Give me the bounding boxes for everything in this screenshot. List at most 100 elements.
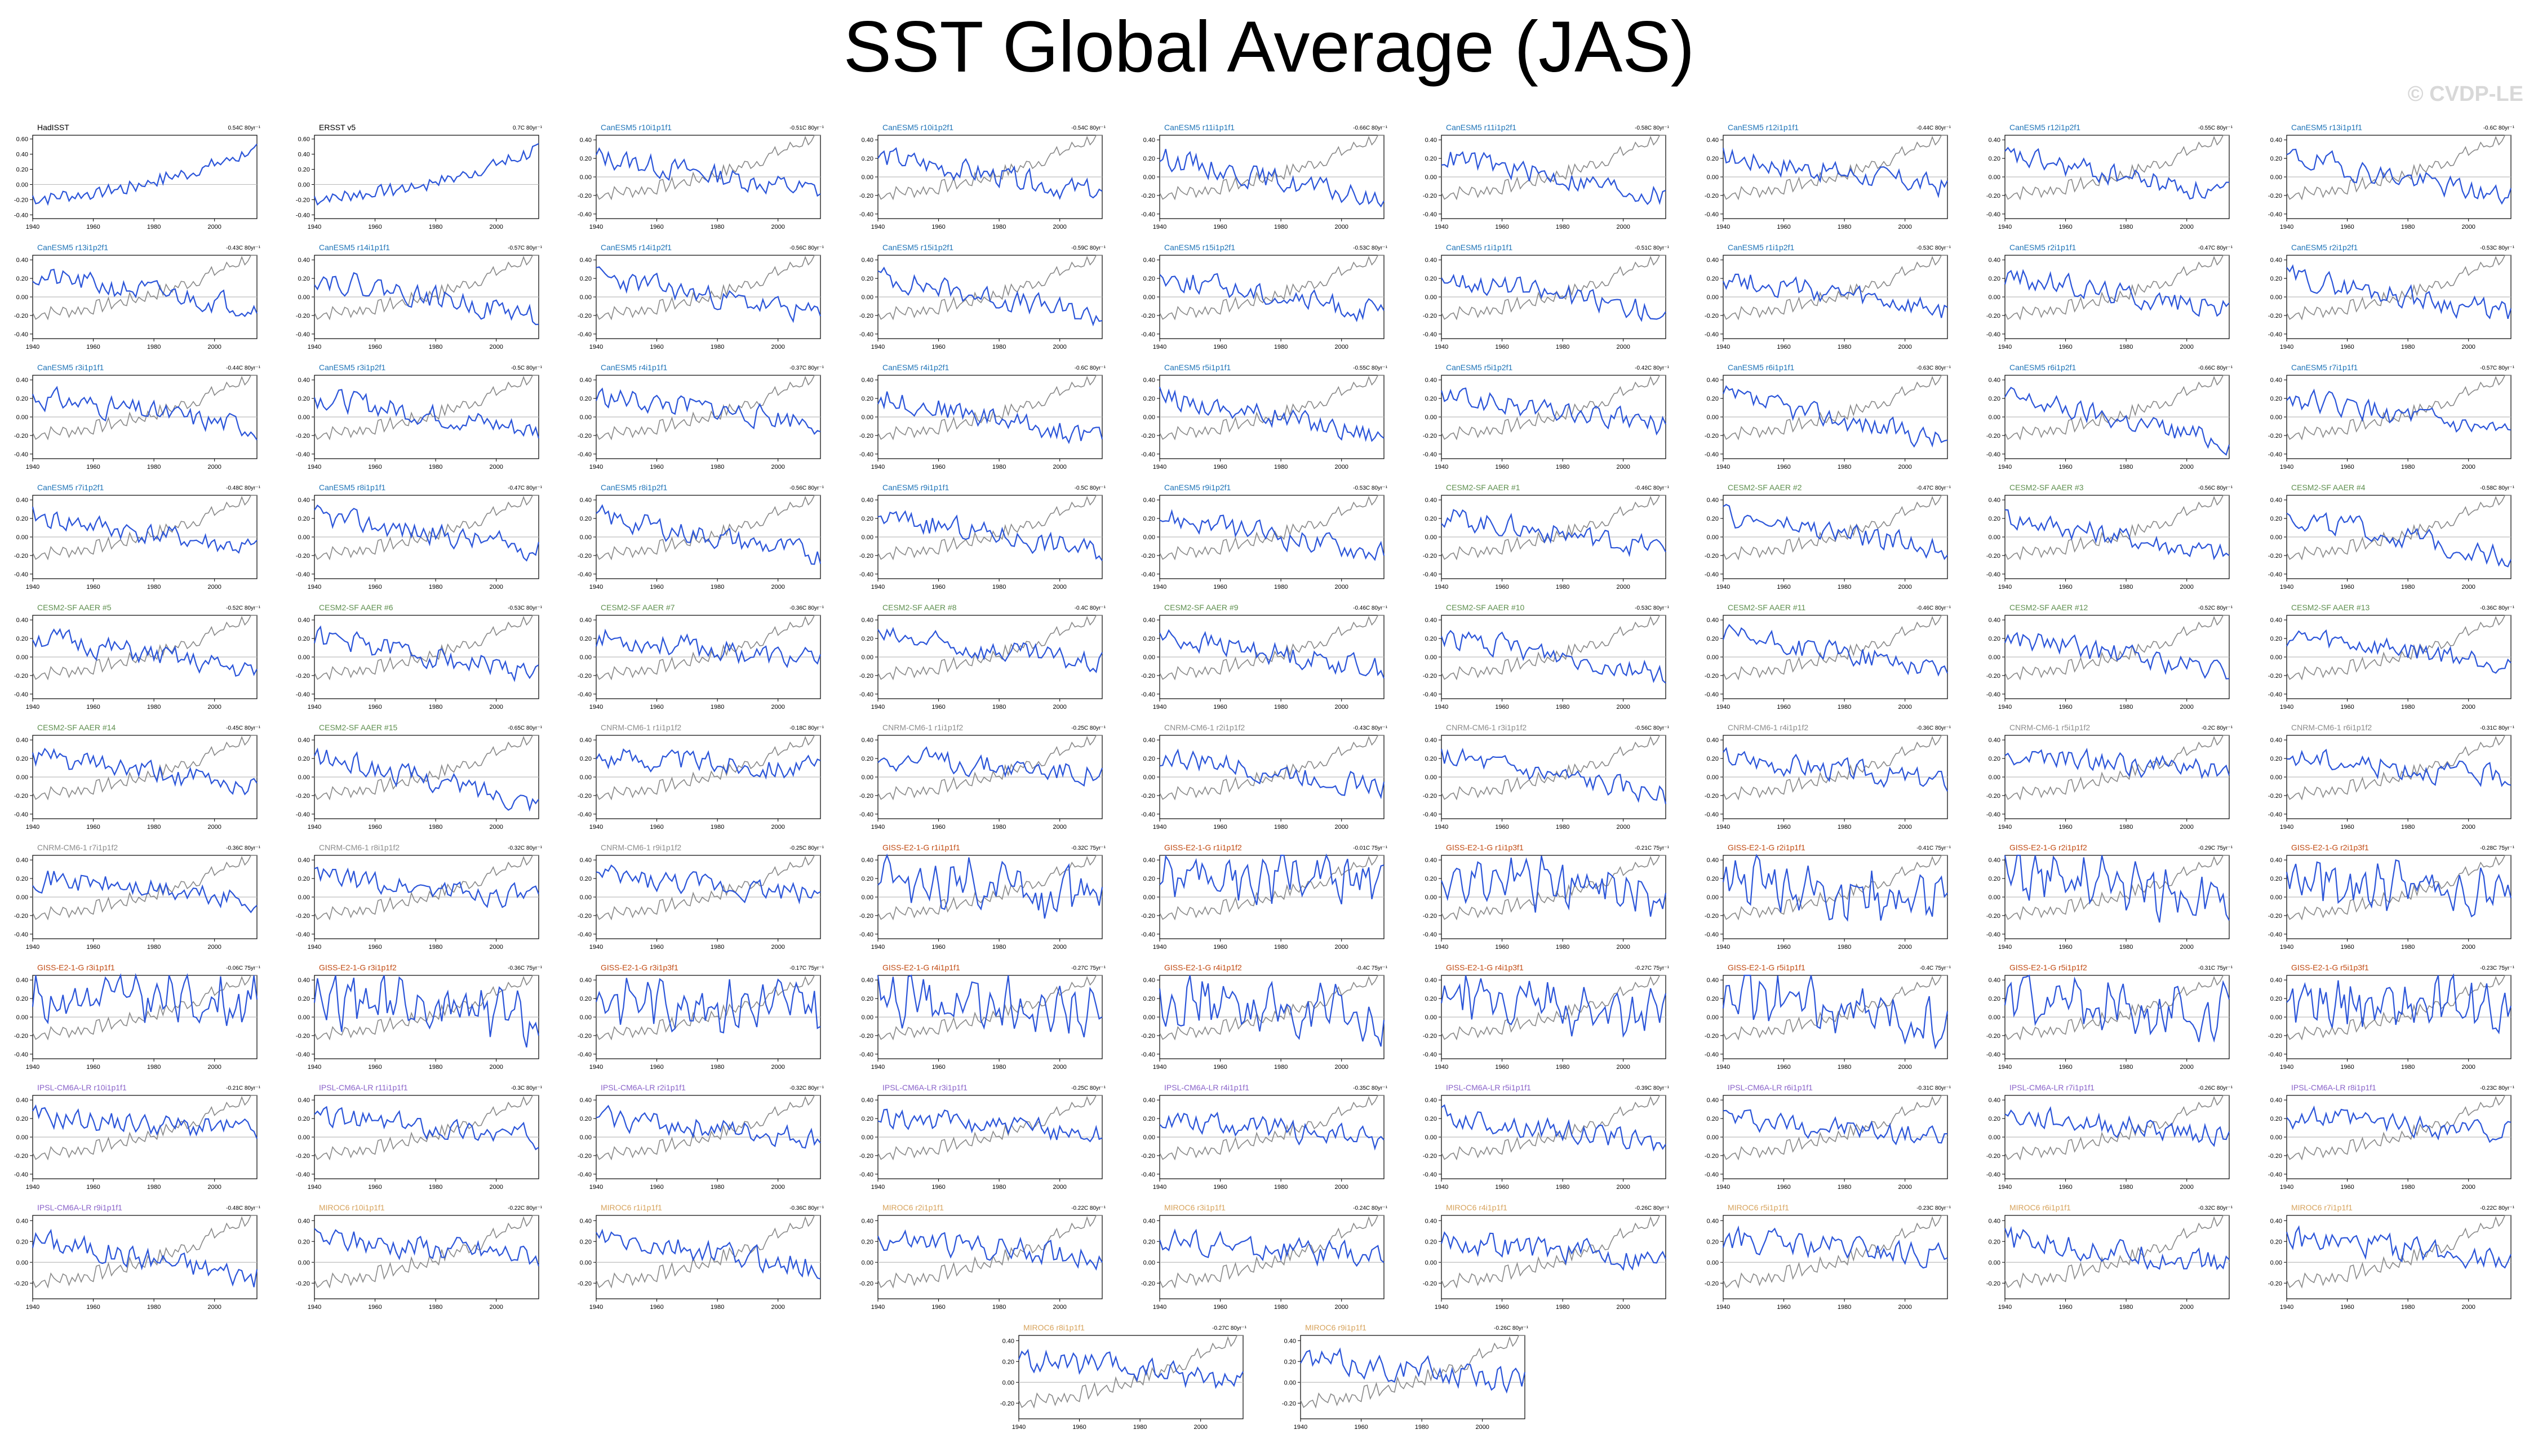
x-tick-label: 1940 <box>589 584 603 591</box>
x-tick-label: 1960 <box>2058 464 2072 470</box>
y-tick-label: 0.20 <box>862 876 873 882</box>
reference-series-line <box>2004 1095 2229 1161</box>
y-tick-label: -0.20 <box>296 913 310 920</box>
y-tick-label: -0.40 <box>1705 1171 1719 1178</box>
panel-trend-label: -0.21C 75yr⁻¹ <box>1635 845 1669 851</box>
y-tick-label: -0.20 <box>14 793 28 800</box>
model-series-line <box>2286 1225 2512 1269</box>
y-tick-label: 0.00 <box>580 534 592 541</box>
y-tick-label: 0.40 <box>862 857 873 864</box>
y-tick-label: 0.40 <box>862 137 873 144</box>
y-tick-label: 0.20 <box>1425 276 1437 282</box>
y-tick-label: 0.00 <box>1989 534 2000 541</box>
y-tick-label: -0.40 <box>296 931 310 938</box>
model-series-line <box>877 1229 1103 1271</box>
y-tick-label: -0.40 <box>1423 691 1437 698</box>
panel-trend-label: -0.57C 80yr⁻¹ <box>508 245 542 251</box>
y-tick-label: -0.40 <box>1986 931 2000 938</box>
y-tick-label: -0.20 <box>1141 553 1155 560</box>
chart-panel: CanESM5 r12i1p1f1 -0.44C 80yr⁻¹ 0.40 0.20 0.… <box>1695 123 1954 242</box>
model-series-line <box>877 853 1103 919</box>
chart-panel: GISS-E2-1-G r3i1p1f2 -0.36C 75yr⁻¹ 0.40 0.2… <box>286 963 545 1082</box>
plot-frame <box>2004 1215 2230 1299</box>
y-tick-label: 0.20 <box>1425 996 1437 1002</box>
x-tick-label: 1940 <box>1012 1424 1026 1431</box>
y-tick-label: 0.00 <box>862 414 873 421</box>
x-tick-label: 1980 <box>429 1184 442 1191</box>
x-tick-label: 2000 <box>1334 1064 1348 1071</box>
x-tick-label: 1960 <box>368 1064 381 1071</box>
x-tick-label: 1940 <box>1153 1064 1166 1071</box>
model-series-line <box>877 746 1103 787</box>
y-tick-label: -0.20 <box>2268 673 2282 680</box>
x-tick-label: 2000 <box>1334 344 1348 350</box>
panel-plot: 0.40 0.20 0.00 -0.20 -0.40 1940 1960 1980 2000 <box>1705 735 1948 831</box>
y-tick-label: 0.00 <box>2270 534 2282 541</box>
panel-trend-label: -0.66C 80yr⁻¹ <box>2198 365 2233 371</box>
panel-title: GISS-E2-1-G r5i1p1f2 <box>2009 963 2087 972</box>
y-tick-label: 0.40 <box>1707 1097 1719 1104</box>
y-tick-label: -0.20 <box>1705 793 1719 800</box>
panel-plot: 0.40 0.20 0.00 -0.20 1940 1960 1980 2000 <box>578 1215 821 1311</box>
x-tick-label: 1960 <box>86 344 100 350</box>
panel-title: GISS-E2-1-G r1i1p1f1 <box>882 843 960 852</box>
x-tick-label: 1960 <box>2058 944 2072 951</box>
panel-trend-label: -0.26C 80yr⁻¹ <box>1494 1325 1528 1331</box>
panel-trend-label: -0.48C 80yr⁻¹ <box>226 485 260 491</box>
x-tick-label: 1980 <box>1556 344 1569 350</box>
y-tick-label: 0.40 <box>1425 1218 1437 1224</box>
x-tick-label: 1940 <box>1153 1304 1166 1311</box>
x-tick-label: 1980 <box>2401 224 2415 230</box>
panel-plot: 0.40 0.20 0.00 -0.20 1940 1960 1980 2000 <box>1000 1335 1244 1431</box>
x-tick-label: 1980 <box>147 944 161 951</box>
y-tick-label: 0.20 <box>1143 396 1155 402</box>
model-series-line <box>2286 748 2512 787</box>
reference-series-line <box>877 615 1102 681</box>
y-tick-label: 0.00 <box>1989 774 2000 781</box>
chart-panel: CNRM-CM6-1 r3i1p1f2 -0.56C 80yr⁻¹ 0.40 0.20… <box>1413 723 1672 842</box>
reference-series-line <box>32 375 257 441</box>
panel-title: CESM2-SF AAER #4 <box>2291 483 2366 492</box>
y-tick-label: 0.20 <box>16 1239 28 1245</box>
y-tick-label: 0.20 <box>1707 516 1719 522</box>
y-tick-label: 0.20 <box>1425 756 1437 762</box>
y-tick-label: -0.20 <box>578 1280 592 1287</box>
y-tick-label: -0.40 <box>2268 571 2282 578</box>
panel-plot: 0.40 0.20 0.00 -0.20 -0.40 1940 1960 1980 2000 <box>1705 854 1948 951</box>
chart-panel: CNRM-CM6-1 r1i1p1f2 -0.18C 80yr⁻¹ 0.40 0.20… <box>568 723 827 842</box>
panel-title: MIROC6 r5i1p1f1 <box>1728 1203 1789 1212</box>
x-tick-label: 1960 <box>1777 944 1790 951</box>
x-tick-label: 1940 <box>871 1184 885 1191</box>
panel-title: CanESM5 r3i1p1f1 <box>37 363 104 372</box>
y-tick-label: 0.40 <box>1707 617 1719 624</box>
y-tick-label: 0.40 <box>1707 377 1719 384</box>
y-tick-label: -0.20 <box>1423 193 1437 199</box>
panel-title: GISS-E2-1-G r3i1p1f1 <box>37 963 115 972</box>
x-tick-label: 2000 <box>489 1304 503 1311</box>
y-tick-label: 0.00 <box>1143 1014 1155 1021</box>
panel-plot: 0.40 0.20 0.00 -0.20 -0.40 1940 1960 1980 2000 <box>859 615 1103 711</box>
model-series-line <box>1159 149 1385 208</box>
panel-plot: 0.40 0.20 0.00 -0.20 -0.40 1940 1960 1980 2000 <box>1423 735 1667 831</box>
model-series-line <box>2004 509 2230 561</box>
chart-panel: CESM2-SF AAER #8 -0.4C 80yr⁻¹ 0.40 0.20 0.00… <box>850 603 1109 722</box>
panel-title: GISS-E2-1-G r2i1p3f1 <box>2291 843 2369 852</box>
reference-series-line <box>1441 1215 1666 1289</box>
x-tick-label: 1980 <box>1274 1184 1288 1191</box>
x-tick-label: 1960 <box>368 584 381 591</box>
y-tick-label: -0.20 <box>1423 1033 1437 1040</box>
y-tick-label: 0.00 <box>1707 534 1719 541</box>
y-tick-label: -0.20 <box>1986 793 2000 800</box>
x-tick-label: 1980 <box>992 464 1006 470</box>
panel-title: CanESM5 r10i1p1f1 <box>601 123 672 132</box>
y-tick-label: -0.20 <box>578 553 592 560</box>
x-tick-label: 2000 <box>207 1064 221 1071</box>
panel-title: CanESM5 r9i1p2f1 <box>1164 483 1231 492</box>
x-tick-label: 1960 <box>1495 944 1508 951</box>
panel-plot: 0.40 0.20 0.00 -0.20 -0.40 1940 1960 1980 2000 <box>1705 495 1948 591</box>
model-series-line <box>1722 1225 1948 1269</box>
x-tick-label: 2000 <box>489 824 503 831</box>
x-tick-label: 1960 <box>1213 1184 1227 1191</box>
y-tick-label: -0.20 <box>14 433 28 440</box>
x-tick-label: 1940 <box>589 224 603 230</box>
